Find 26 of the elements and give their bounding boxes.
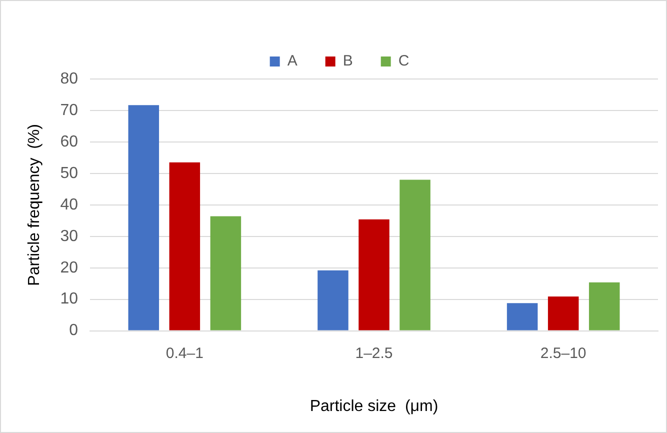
x-axis-title: Particle size (μm) [310, 398, 438, 415]
x-tick-label: 1–2.5 [355, 344, 393, 362]
y-tick-label: 10 [60, 290, 78, 308]
bar [506, 303, 538, 330]
bar [400, 180, 430, 330]
y-tick-label: 30 [60, 228, 78, 245]
bar [588, 282, 620, 330]
bar [210, 216, 242, 330]
y-tick-label: 60 [60, 133, 78, 150]
y-tick-label: 70 [60, 102, 78, 119]
y-tick-label: 50 [60, 164, 78, 182]
x-tick-label: 0.4–1 [166, 344, 204, 362]
y-axis-title: Particle frequency (%) [26, 124, 44, 286]
bar [128, 105, 160, 330]
legend-label: C [398, 52, 410, 70]
bar [169, 162, 200, 330]
y-tick-label: 0 [69, 322, 78, 340]
x-tick-label: 2.5–10 [540, 344, 586, 362]
bar [548, 296, 579, 330]
y-tick-label: 20 [60, 259, 78, 276]
y-tick-label: 80 [60, 70, 78, 88]
bar [358, 219, 390, 330]
bar [318, 270, 348, 330]
y-tick-label: 40 [60, 196, 78, 214]
legend-label: A [287, 52, 298, 70]
legend-label: B [342, 52, 353, 70]
